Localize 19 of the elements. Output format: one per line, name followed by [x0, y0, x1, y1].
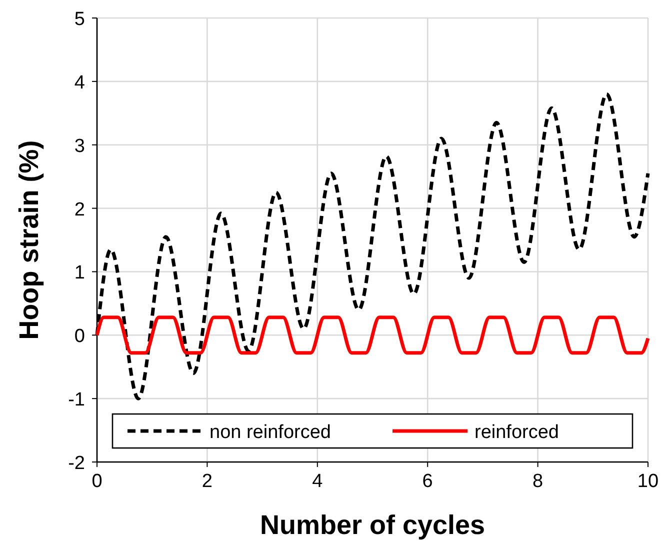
y-tick-label: 4 — [74, 72, 86, 94]
y-tick-label: 3 — [74, 136, 85, 157]
y-tick-label: 2 — [74, 199, 85, 220]
y-tick-label: 5 — [74, 9, 85, 30]
y-axis-title: Hoop strain (%) — [14, 140, 44, 340]
y-tick-label: -2 — [68, 453, 85, 474]
x-tick-label: 10 — [637, 471, 659, 492]
x-tick-label: 8 — [532, 471, 544, 492]
y-tick-label: -1 — [68, 390, 85, 411]
line-series — [95, 316, 650, 355]
x-tick-label: 6 — [422, 471, 433, 492]
y-tick-label: 0 — [74, 326, 85, 348]
legend-label: reinforced — [474, 422, 559, 443]
x-tick-label: 0 — [92, 471, 102, 492]
x-tick-label: 2 — [202, 471, 212, 492]
x-tick-label: 4 — [312, 471, 324, 492]
x-axis-title: Number of cycles — [260, 510, 486, 540]
legend-label: non reinforced — [210, 422, 331, 443]
y-tick-label: 1 — [74, 262, 85, 284]
